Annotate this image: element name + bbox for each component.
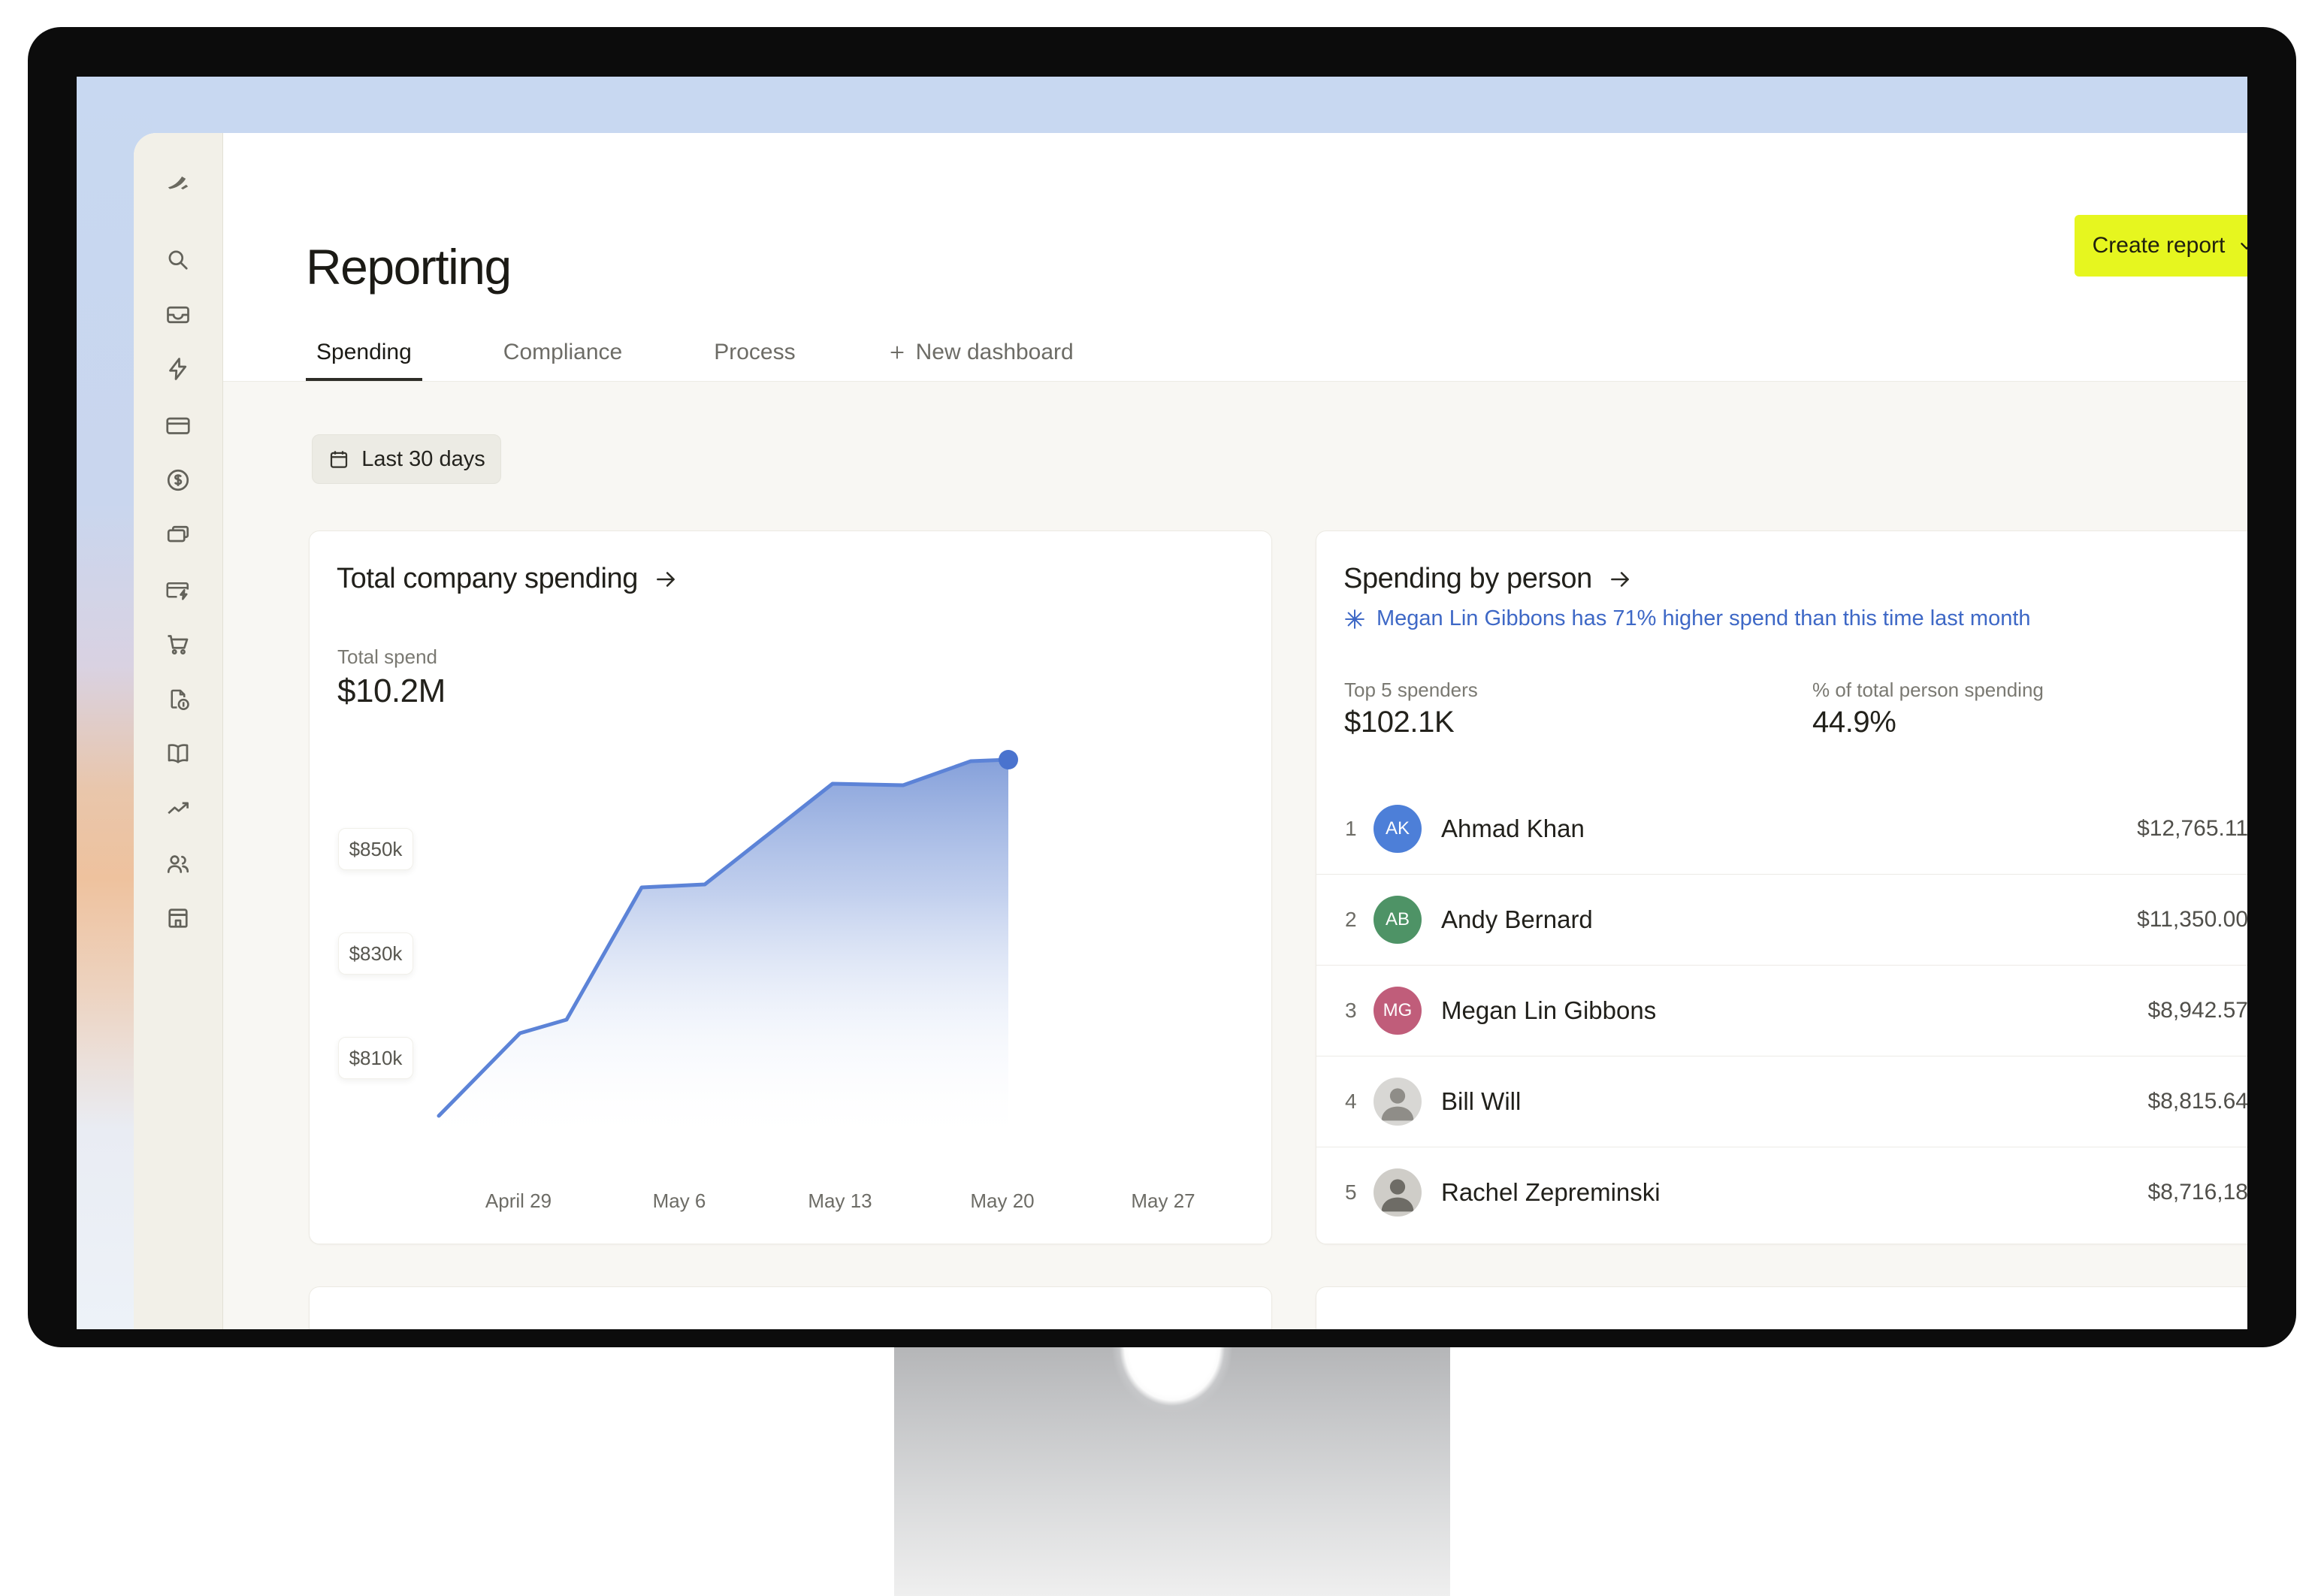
spender-amount: $12,765.11: [2137, 816, 2247, 841]
main-content: Reporting Create report Spending Complia…: [223, 133, 2247, 1329]
spender-amount: $8,942.57: [2147, 998, 2247, 1023]
sparkle-icon: [1345, 609, 1364, 629]
date-range-button[interactable]: Last 30 days: [312, 434, 501, 484]
spending-card-title[interactable]: Total company spending: [337, 563, 678, 595]
people-icon[interactable]: [165, 851, 192, 878]
spender-list: 1 AK Ahmad Khan $12,765.11 2 AB Andy Ber…: [1316, 784, 2247, 1238]
x-axis-label: May 27: [1131, 1189, 1195, 1212]
rank: 4: [1345, 1090, 1357, 1113]
shopping-cart-icon[interactable]: [165, 630, 192, 657]
spender-name: Ahmad Khan: [1441, 815, 1585, 842]
invoice-dollar-icon[interactable]: [165, 686, 192, 713]
insight-text: Megan Lin Gibbons has 71% higher spend t…: [1377, 606, 2031, 630]
insight-banner[interactable]: Megan Lin Gibbons has 71% higher spend t…: [1343, 606, 2031, 631]
avatar-photo: [1374, 1168, 1422, 1217]
tab-spending[interactable]: Spending: [306, 323, 422, 382]
avatar-photo: [1374, 1078, 1422, 1126]
page-title: Reporting: [306, 239, 512, 295]
top-spenders-value: $102.1K: [1344, 706, 1455, 739]
create-report-label: Create report: [2092, 233, 2226, 258]
top-spenders-label: Top 5 spenders: [1344, 679, 1478, 701]
credit-card-icon[interactable]: [165, 412, 192, 439]
spender-row[interactable]: 3 MG Megan Lin Gibbons $8,942.57: [1316, 965, 2247, 1056]
x-axis-label: May 20: [970, 1189, 1035, 1212]
arrow-right-icon: [1610, 571, 1629, 587]
spender-row[interactable]: 1 AK Ahmad Khan $12,765.11: [1316, 784, 2247, 874]
y-axis-label: $810k: [338, 1037, 413, 1079]
chart-line: [437, 757, 1011, 1118]
y-axis-label: $830k: [338, 933, 413, 975]
dashboard-content: Last 30 days Total company spending Tota…: [223, 382, 2247, 1329]
monitor-stand: [894, 1347, 1450, 1596]
person-photo-icon: [1381, 1179, 1414, 1212]
total-spend-value: $10.2M: [337, 673, 446, 709]
total-spend-label: Total spend: [337, 645, 437, 668]
tab-bar: Spending Compliance Process New dashboar…: [306, 323, 1084, 382]
spending-area-chart: $850k $830k $810k April 29 May 6 May 13 May 2…: [310, 749, 1271, 1238]
zap-icon[interactable]: [165, 355, 192, 382]
trend-up-icon[interactable]: [165, 796, 192, 823]
person-card-title[interactable]: Spending by person: [1343, 563, 1633, 595]
tab-process[interactable]: Process: [714, 340, 796, 364]
spender-name: Andy Bernard: [1441, 905, 1593, 933]
x-axis-label: April 29: [485, 1189, 552, 1212]
rank: 2: [1345, 908, 1357, 931]
spender-amount: $8,815.64: [2147, 1089, 2247, 1114]
search-icon[interactable]: [165, 246, 192, 274]
monitor-stand-neck: [1086, 1347, 1259, 1443]
tab-bar-divider: [223, 381, 2247, 382]
partial-card: [1316, 1286, 2247, 1329]
pct-total-label: % of total person spending: [1812, 679, 2044, 701]
spender-name: Bill Will: [1441, 1087, 1522, 1115]
tab-compliance[interactable]: Compliance: [503, 340, 623, 364]
monitor-bezel: Reporting Create report Spending Complia…: [28, 27, 2296, 1347]
coin-dollar-icon[interactable]: [165, 467, 192, 494]
storefront-icon[interactable]: [165, 905, 192, 932]
date-range-label: Last 30 days: [361, 446, 485, 471]
tab-new-dashboard[interactable]: New dashboard: [877, 323, 1084, 382]
partial-card: [309, 1286, 1272, 1329]
x-axis-label: May 6: [652, 1189, 706, 1212]
rank: 3: [1345, 999, 1357, 1022]
create-report-button[interactable]: Create report: [2075, 215, 2247, 277]
calendar-icon: [331, 451, 348, 468]
spender-name: Rachel Zepreminski: [1441, 1178, 1661, 1206]
ramp-logo-icon: [165, 167, 192, 194]
spending-by-person-card: Spending by person Megan Lin Gibbons has…: [1316, 530, 2247, 1244]
chart-canvas: [437, 750, 1018, 1143]
arrow-right-icon: [657, 571, 675, 587]
pct-total-value: 44.9%: [1812, 706, 1896, 739]
rank: 1: [1345, 817, 1357, 840]
inbox-icon[interactable]: [165, 301, 192, 328]
spender-amount: $11,350.00: [2137, 907, 2247, 932]
total-company-spending-card: Total company spending Total spend $10.2…: [309, 530, 1272, 1244]
avatar: AB: [1374, 896, 1422, 944]
chevron-down-icon: [2241, 243, 2247, 249]
chart-area-fill: [439, 760, 1008, 1143]
y-axis-label: $850k: [338, 828, 413, 870]
app-window: Reporting Create report Spending Complia…: [134, 133, 2247, 1329]
person-photo-icon: [1381, 1088, 1414, 1121]
rank: 5: [1345, 1180, 1357, 1204]
screen: Reporting Create report Spending Complia…: [77, 77, 2247, 1329]
card-zap-icon[interactable]: [165, 577, 192, 604]
avatar: AK: [1374, 805, 1422, 853]
sidebar: [134, 133, 223, 1329]
spender-row[interactable]: 4 Bill Will $8,815.64: [1316, 1056, 2247, 1147]
x-axis-label: May 13: [808, 1189, 872, 1212]
spender-amount: $8,716,18: [2147, 1180, 2247, 1205]
book-icon[interactable]: [165, 740, 192, 767]
spender-name: Megan Lin Gibbons: [1441, 996, 1657, 1024]
spender-row[interactable]: 5 Rachel Zepreminski $8,716,18: [1316, 1147, 2247, 1238]
chart-end-marker[interactable]: [999, 750, 1018, 769]
plus-icon: [890, 346, 904, 359]
cash-stack-icon[interactable]: [165, 521, 192, 548]
avatar: MG: [1374, 987, 1422, 1035]
spender-row[interactable]: 2 AB Andy Bernard $11,350.00: [1316, 874, 2247, 965]
